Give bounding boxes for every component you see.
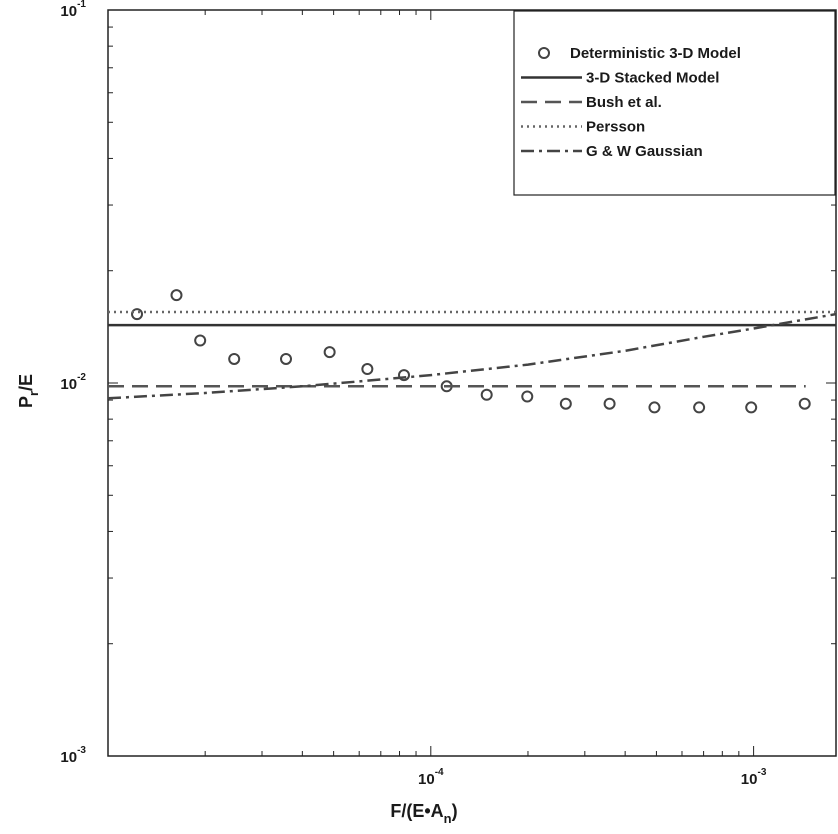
series-layer <box>108 289 836 414</box>
x-axis-label: F/(E•An) <box>390 801 457 826</box>
x-axis-label-main: F/(E•A <box>390 801 443 821</box>
y-axis-label-close: /E <box>16 374 36 391</box>
series-group <box>108 289 836 414</box>
data-point-deterministic-3-d-model <box>194 334 207 347</box>
x-axis-label-close: ) <box>452 801 458 821</box>
series-line-g-w-gaussian <box>108 312 836 400</box>
legend-label-bush-et-al: Bush et al. <box>586 94 662 111</box>
y-axis-label-main: P <box>16 396 36 408</box>
legend-box <box>513 10 836 196</box>
data-point-deterministic-3-d-model <box>603 397 616 410</box>
y-axis-label: Pr/E <box>16 374 41 408</box>
legend-label-3-d-stacked-model: 3-D Stacked Model <box>586 70 719 87</box>
data-point-deterministic-3-d-model <box>280 352 293 365</box>
data-point-deterministic-3-d-model <box>480 388 493 401</box>
legend-marker-deterministic-3-d-model <box>538 47 550 59</box>
data-point-deterministic-3-d-model <box>228 352 241 365</box>
data-point-deterministic-3-d-model <box>521 390 534 403</box>
y-axis-label-subscript: r <box>26 391 41 396</box>
data-point-deterministic-3-d-model <box>648 401 661 414</box>
y-tick-label: 10-2 <box>60 372 86 393</box>
x-axis-label-subscript: n <box>444 811 452 826</box>
y-tick-label: 10-1 <box>60 0 86 20</box>
data-point-deterministic-3-d-model <box>693 401 706 414</box>
data-point-deterministic-3-d-model <box>323 346 336 359</box>
x-tick-label: 10-4 <box>418 767 444 788</box>
legend: Deterministic 3-D Model 3-D Stacked Model… <box>513 10 836 196</box>
data-point-deterministic-3-d-model <box>398 369 411 382</box>
y-tick-label: 10-3 <box>60 745 86 766</box>
data-point-deterministic-3-d-model <box>361 363 374 376</box>
data-point-deterministic-3-d-model <box>798 397 811 410</box>
legend-label-persson: Persson <box>586 119 645 136</box>
data-point-deterministic-3-d-model <box>170 289 183 302</box>
data-point-deterministic-3-d-model <box>745 401 758 414</box>
x-tick-label: 10-3 <box>741 767 767 788</box>
data-point-deterministic-3-d-model <box>559 397 572 410</box>
data-point-deterministic-3-d-model <box>131 308 144 321</box>
legend-label-g-w-gaussian: G & W Gaussian <box>586 143 703 160</box>
legend-label-deterministic-3-d-model: Deterministic 3-D Model <box>570 45 741 62</box>
tick-layer: 10-4 10-3 10-3 10-2 10-1 <box>60 0 836 788</box>
